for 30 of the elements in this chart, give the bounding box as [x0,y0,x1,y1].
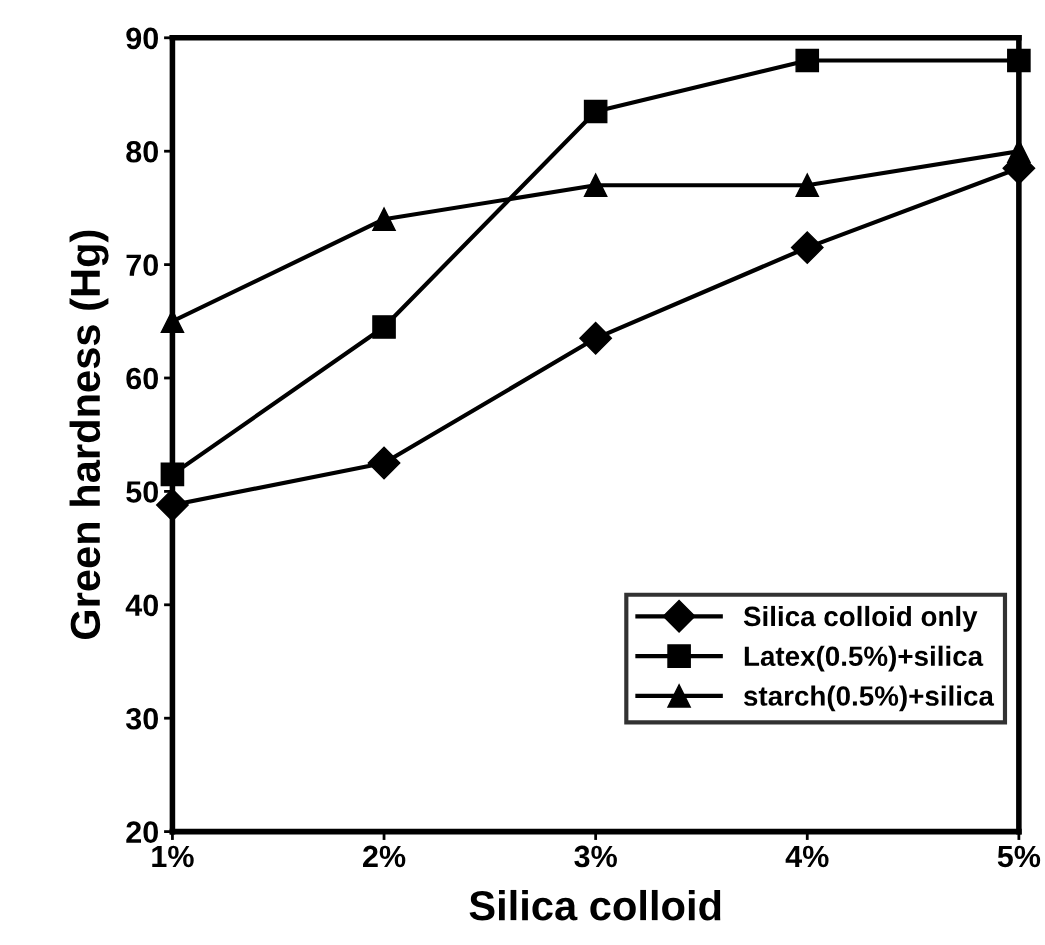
y-tick-label: 50 [126,481,158,503]
y-axis-title: Green hardness (Hg) [69,230,109,640]
y-tick-label: 80 [126,140,158,163]
legend-label: Silica colloid only [743,605,978,632]
x-tick-label: 4% [785,845,829,868]
y-tick-label: 70 [126,254,158,276]
point [583,99,608,124]
y-tick-label: 90 [126,27,158,50]
point [790,231,824,264]
x-tick-label: 3% [574,845,617,868]
point [372,315,396,339]
x-axis-title: Silica colloid [469,889,721,921]
y-tick-label: 30 [125,707,158,730]
point [795,173,820,198]
legend-label: Latex(0.5%)+silica [744,645,984,672]
point [367,446,401,480]
point [1007,48,1031,73]
point [372,207,396,232]
x-tick-label: 1% [152,845,194,868]
point [156,488,189,522]
point [160,462,185,487]
point [583,173,608,198]
legend-label: starch(0.5%)+silica [743,685,995,712]
y-tick-label: 40 [125,594,158,617]
point [579,321,613,355]
x-tick-label: 5% [997,845,1041,868]
point [795,48,820,73]
y-tick-label: 20 [126,821,158,843]
y-tick-label: 60 [126,367,158,390]
x-tick-label: 2% [363,845,406,868]
